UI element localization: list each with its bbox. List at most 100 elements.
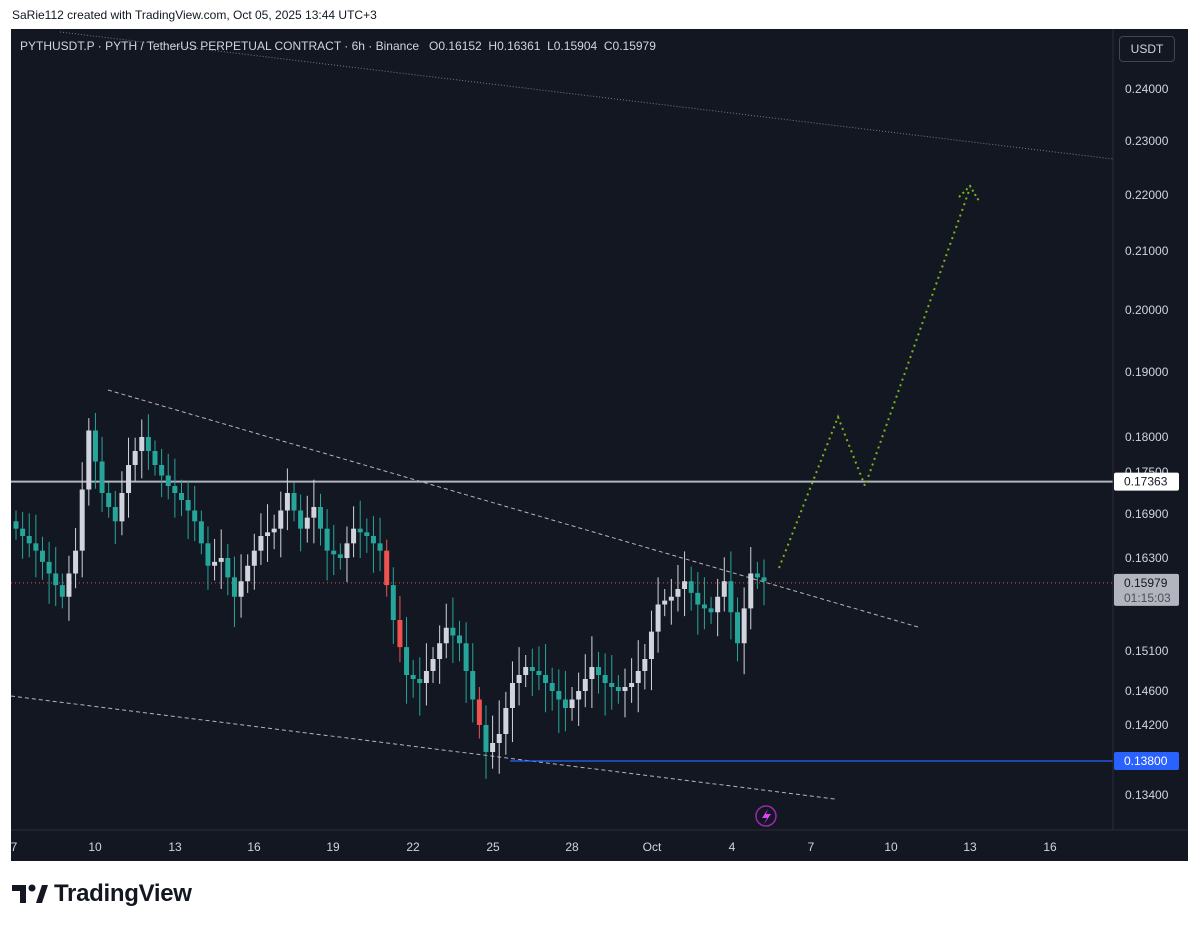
- candle-body: [20, 528, 26, 536]
- candle-body: [708, 608, 714, 613]
- candle-body: [609, 683, 615, 687]
- y-tick-label: 0.18000: [1125, 430, 1169, 444]
- x-tick-label: 16: [247, 840, 261, 854]
- candle-body: [701, 604, 707, 609]
- symbol-legend: PYTHUSDT.P · PYTH / TetherUS PERPETUAL C…: [20, 39, 656, 53]
- candle-body: [417, 679, 423, 683]
- candle-body: [331, 550, 337, 555]
- event-marker-icon: [755, 805, 777, 827]
- candle-body: [529, 667, 535, 671]
- candle-body: [483, 725, 489, 752]
- x-tick-label: 22: [406, 840, 420, 854]
- candle-body: [423, 671, 429, 683]
- y-tick-label: 0.22000: [1125, 188, 1169, 202]
- chart-panel[interactable]: [11, 29, 1188, 861]
- x-tick-label: 13: [168, 840, 182, 854]
- candle-body: [13, 521, 19, 529]
- candle-body: [198, 521, 204, 544]
- candle-body: [132, 451, 138, 465]
- x-tick-label: 10: [88, 840, 102, 854]
- lightning-icon: [762, 809, 771, 824]
- candle-body: [86, 430, 92, 490]
- candle-body: [536, 671, 542, 675]
- candle-body: [715, 596, 721, 613]
- candle-body: [443, 627, 449, 644]
- candle-body: [99, 461, 105, 493]
- candle-body: [622, 687, 628, 691]
- y-tick-label: 0.16900: [1125, 507, 1169, 521]
- price-label-box: [1114, 752, 1179, 770]
- x-tick-label: 19: [326, 840, 340, 854]
- candle-body: [364, 532, 370, 536]
- candle-body: [265, 532, 271, 536]
- ohlc-low: L0.15904: [547, 39, 598, 53]
- candle-body: [145, 437, 151, 451]
- candle-body: [721, 581, 727, 597]
- projection-arrowhead: [958, 184, 980, 202]
- candle-body: [26, 536, 32, 544]
- candle-body: [397, 620, 403, 648]
- candle-body: [682, 581, 688, 589]
- candle-body: [476, 699, 482, 725]
- candle-body: [615, 687, 621, 691]
- candle-body: [178, 493, 184, 500]
- candle-body: [298, 510, 304, 529]
- x-tick-label: 28: [565, 840, 579, 854]
- candle-body: [496, 734, 502, 743]
- candle-body: [139, 437, 145, 451]
- currency-button[interactable]: USDT: [1119, 36, 1175, 62]
- candle-body: [185, 500, 191, 511]
- candle-body: [668, 596, 674, 601]
- ohlc-close: C0.15979: [603, 39, 656, 53]
- candle-body: [212, 561, 218, 566]
- candle-body: [437, 643, 443, 659]
- candle-body: [695, 592, 701, 605]
- candle-body: [119, 493, 125, 522]
- candle-body: [516, 675, 522, 683]
- chart-credit: SaRie112 created with TradingView.com, O…: [12, 8, 377, 22]
- candle-body: [311, 507, 317, 518]
- y-tick-label: 0.23000: [1125, 134, 1169, 148]
- candle-body: [324, 528, 330, 551]
- candle-body: [231, 577, 237, 597]
- candle-body: [562, 699, 568, 708]
- ohlc-open: O0.16152: [429, 39, 482, 53]
- candle-body: [569, 699, 575, 708]
- candle-body: [384, 550, 390, 586]
- x-tick-label: 7: [11, 840, 18, 854]
- candle-body: [377, 543, 383, 551]
- candle-body: [754, 573, 760, 578]
- candle-body: [357, 528, 363, 533]
- candle-body: [351, 528, 357, 544]
- x-tick-label: 4: [729, 840, 736, 854]
- candle-body: [79, 489, 85, 551]
- candle-body: [410, 675, 416, 679]
- candle-body: [655, 604, 661, 632]
- x-tick-label: 7: [808, 840, 815, 854]
- tradingview-logo: TradingView: [12, 880, 192, 908]
- candle-body: [278, 510, 284, 529]
- candle-body: [735, 612, 741, 644]
- candle-body: [370, 536, 376, 544]
- price-label-text: 0.15979: [1124, 576, 1168, 590]
- candle-body: [523, 667, 529, 675]
- candle-body: [675, 589, 681, 597]
- candle-body: [450, 627, 456, 636]
- candle-body: [648, 631, 654, 659]
- candle-body: [245, 565, 251, 582]
- candle-body: [73, 550, 79, 574]
- candle-body: [92, 430, 98, 462]
- candle-body: [258, 536, 264, 551]
- descending-resistance-line: [107, 389, 919, 628]
- x-tick-label: Oct: [643, 840, 662, 854]
- candle-body: [53, 573, 59, 586]
- tradingview-logo-icon: [12, 884, 48, 903]
- candle-body: [172, 486, 178, 493]
- y-tick-label: 0.14200: [1125, 718, 1169, 732]
- price-label-countdown: 01:15:03: [1124, 591, 1171, 605]
- candle-body: [238, 581, 244, 597]
- x-tick-label: 13: [963, 840, 977, 854]
- candle-body: [192, 510, 198, 522]
- candle-body: [629, 683, 635, 687]
